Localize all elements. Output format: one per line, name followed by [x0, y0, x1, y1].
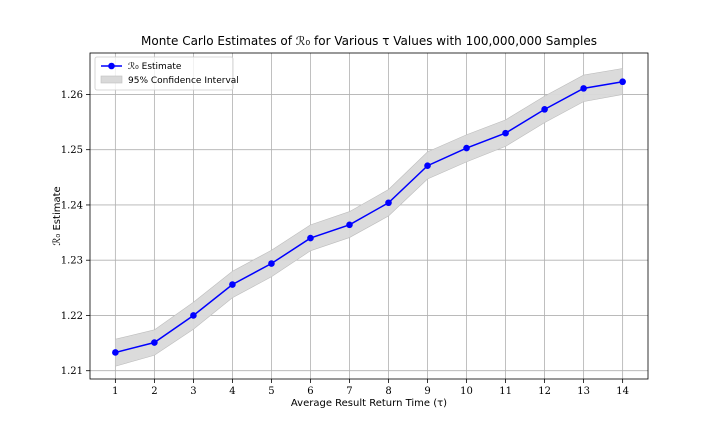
data-point	[112, 349, 119, 356]
legend-label-confidence-interval: 95% Confidence Interval	[128, 76, 239, 86]
legend-marker-swatch	[108, 62, 115, 70]
data-point	[229, 281, 236, 288]
x-tick-label: 10	[460, 386, 473, 397]
confidence-band	[115, 68, 623, 367]
y-tick-label: 1.24	[61, 200, 83, 211]
y-tick-label: 1.25	[61, 145, 83, 156]
data-point	[580, 85, 587, 92]
x-tick-label: 9	[424, 386, 430, 397]
x-tick-label: 8	[385, 386, 391, 397]
x-tick-label: 13	[577, 386, 590, 397]
data-point	[307, 234, 314, 242]
data-point	[619, 78, 626, 86]
x-tick-label: 12	[538, 386, 551, 397]
legend-box	[94, 56, 234, 91]
x-tick-label: 3	[190, 386, 196, 397]
data-point	[463, 144, 470, 152]
data-point	[268, 260, 275, 267]
legend-label-estimate: ℛ₀ Estimate	[128, 62, 182, 72]
y-tick-label: 1.26	[61, 90, 83, 101]
series-layer	[112, 78, 626, 356]
legend: ℛ₀ Estimate 95% Confidence Interval	[94, 56, 239, 91]
x-tick-label: 5	[268, 386, 274, 397]
y-tick-label: 1.23	[61, 256, 83, 267]
x-tick-label: 2	[151, 386, 157, 397]
x-tick-label: 4	[229, 386, 235, 397]
y-tick-label: 1.22	[61, 311, 83, 322]
data-point	[151, 339, 158, 346]
axis-ticks: 1 2 3 4 5 6 7 8 9 10 11 12 13 141.211.221.231.241.251…	[61, 90, 629, 397]
x-tick-label: 6	[307, 386, 313, 397]
chart-title: Monte Carlo Estimates of ℛ₀ for Various …	[141, 34, 597, 48]
x-tick-label: 7	[346, 386, 352, 397]
data-point	[190, 312, 197, 319]
data-point	[346, 221, 353, 229]
x-tick-label: 14	[616, 386, 629, 397]
data-point	[502, 129, 509, 137]
confidence-band-layer	[115, 68, 623, 367]
y-axis-label: ℛ₀ Estimate	[52, 186, 63, 245]
plot-frame	[89, 52, 649, 380]
x-tick-label: 1	[112, 386, 118, 397]
data-point	[424, 162, 431, 170]
y-tick-label: 1.21	[61, 366, 83, 377]
data-point	[385, 199, 392, 207]
x-axis-label: Average Result Return Time (τ)	[291, 398, 447, 409]
legend-band-swatch	[100, 75, 123, 84]
x-tick-label: 11	[499, 386, 512, 397]
data-point	[541, 106, 548, 113]
series-line	[115, 80, 623, 354]
